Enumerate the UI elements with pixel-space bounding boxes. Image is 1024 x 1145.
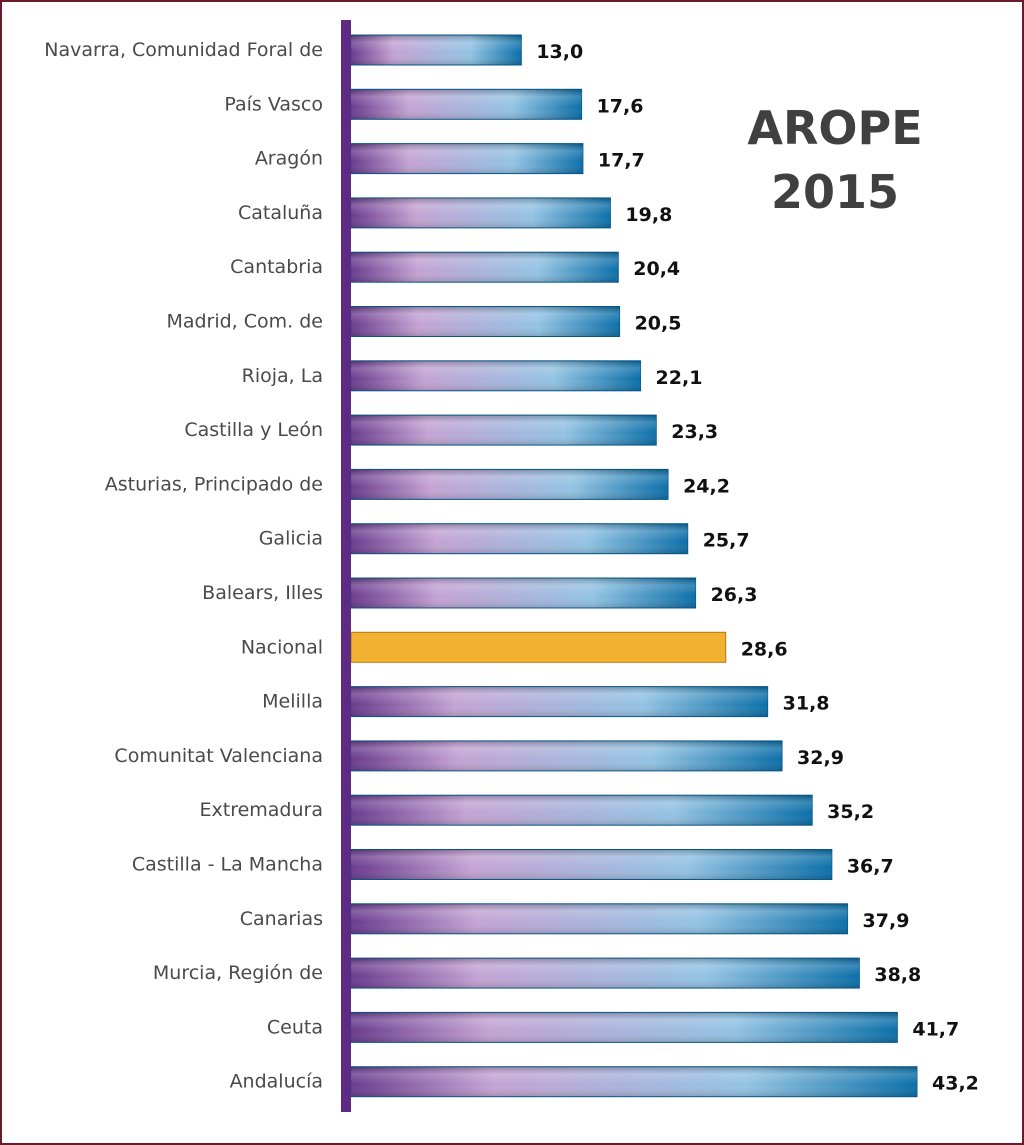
category-label: Cataluña xyxy=(238,202,323,224)
value-label: 24,2 xyxy=(683,475,730,497)
bar-group: Balears, Illes 26,3 xyxy=(202,577,758,609)
value-label: 35,2 xyxy=(827,801,874,823)
bar-shade xyxy=(351,1012,898,1043)
category-label: Balears, Illes xyxy=(202,582,323,604)
value-label: 25,7 xyxy=(703,530,750,552)
bar-shade xyxy=(351,740,783,771)
bar-group: Ceuta 41,7 xyxy=(267,1011,959,1043)
category-label: Cantabria xyxy=(230,256,323,278)
category-label: Rioja, La xyxy=(242,365,323,387)
bar-shade xyxy=(351,958,860,989)
value-label: 28,6 xyxy=(741,638,788,660)
bar-group: Nacional 28,6 xyxy=(241,631,788,663)
category-label: Asturias, Principado de xyxy=(105,473,323,495)
chart-title: AROPE 2015 xyxy=(700,96,970,224)
value-label: 17,7 xyxy=(598,150,645,172)
bar-shade xyxy=(351,686,768,717)
value-label: 37,9 xyxy=(863,910,910,932)
value-label: 26,3 xyxy=(711,584,758,606)
category-label: Canarias xyxy=(240,908,323,930)
category-label: Navarra, Comunidad Foral de xyxy=(44,39,323,61)
bar-group: País Vasco 17,6 xyxy=(224,88,644,120)
bar-group: Asturias, Principado de 24,2 xyxy=(105,468,730,500)
category-label: Andalucía xyxy=(230,1071,323,1093)
bar-group: Navarra, Comunidad Foral de 13,0 xyxy=(44,34,583,66)
bar-shade xyxy=(351,197,611,228)
bar-shade xyxy=(351,143,583,174)
chart-title-line-1: AROPE xyxy=(747,101,923,155)
category-label: Melilla xyxy=(262,691,323,713)
bar-shade xyxy=(351,35,522,65)
bar-group: Castilla y León 23,3 xyxy=(184,414,718,446)
value-label: 38,8 xyxy=(874,964,921,986)
bar-group: Galicia 25,7 xyxy=(259,523,750,555)
category-label: Murcia, Región de xyxy=(153,962,323,984)
bar-shade xyxy=(351,1066,917,1097)
bar-shade xyxy=(351,578,696,608)
category-label: Aragón xyxy=(255,148,323,170)
bar-shade xyxy=(351,252,619,283)
bar-group: Cataluña 19,8 xyxy=(238,197,672,229)
bars-layer: Navarra, Comunidad Foral de 13,0 País Vasc… xyxy=(44,34,979,1098)
bar-group: Murcia, Región de 38,8 xyxy=(153,957,921,989)
category-label: Castilla - La Mancha xyxy=(132,854,323,876)
category-label: Extremadura xyxy=(200,799,324,821)
value-label: 13,0 xyxy=(536,41,583,63)
chart-title-line-2: 2015 xyxy=(770,165,900,219)
bar-group: Andalucía 43,2 xyxy=(230,1066,979,1098)
bar-shade xyxy=(351,415,657,446)
value-label: 41,7 xyxy=(912,1018,959,1040)
value-label: 23,3 xyxy=(671,421,718,443)
value-label: 32,9 xyxy=(797,747,844,769)
bar-shade xyxy=(351,523,688,554)
bar-shade xyxy=(351,306,620,337)
y-axis-bar xyxy=(341,20,351,1112)
bar-highlight xyxy=(350,631,727,663)
value-label: 31,8 xyxy=(783,693,830,715)
category-label: País Vasco xyxy=(224,93,323,115)
bar-shade xyxy=(351,360,641,391)
value-label: 19,8 xyxy=(625,204,672,226)
bar-group: Aragón 17,7 xyxy=(255,143,645,175)
value-label: 20,5 xyxy=(635,313,682,335)
bar-group: Canarias 37,9 xyxy=(240,903,910,935)
category-label: Castilla y León xyxy=(184,419,323,441)
value-label: 36,7 xyxy=(847,856,894,878)
value-label: 17,6 xyxy=(597,95,644,117)
bar-group: Cantabria 20,4 xyxy=(230,251,680,283)
bar-group: Extremadura 35,2 xyxy=(200,794,874,826)
category-label: Madrid, Com. de xyxy=(166,311,323,333)
bar-shade xyxy=(351,795,813,826)
value-label: 20,4 xyxy=(633,258,680,280)
category-label: Ceuta xyxy=(267,1016,323,1038)
bar-shade xyxy=(351,89,582,120)
bar-shade xyxy=(351,469,669,500)
value-label: 43,2 xyxy=(932,1073,979,1095)
bar-group: Comunitat Valenciana 32,9 xyxy=(114,740,844,772)
bar-group: Castilla - La Mancha 36,7 xyxy=(132,849,894,880)
bar-group: Rioja, La 22,1 xyxy=(242,360,703,392)
bar-shade xyxy=(351,849,832,880)
category-label: Galicia xyxy=(259,528,323,550)
category-label: Nacional xyxy=(241,636,323,658)
bar-shade xyxy=(351,903,848,934)
bar-group: Madrid, Com. de 20,5 xyxy=(166,306,682,337)
value-label: 22,1 xyxy=(656,367,703,389)
category-label: Comunitat Valenciana xyxy=(114,745,323,767)
